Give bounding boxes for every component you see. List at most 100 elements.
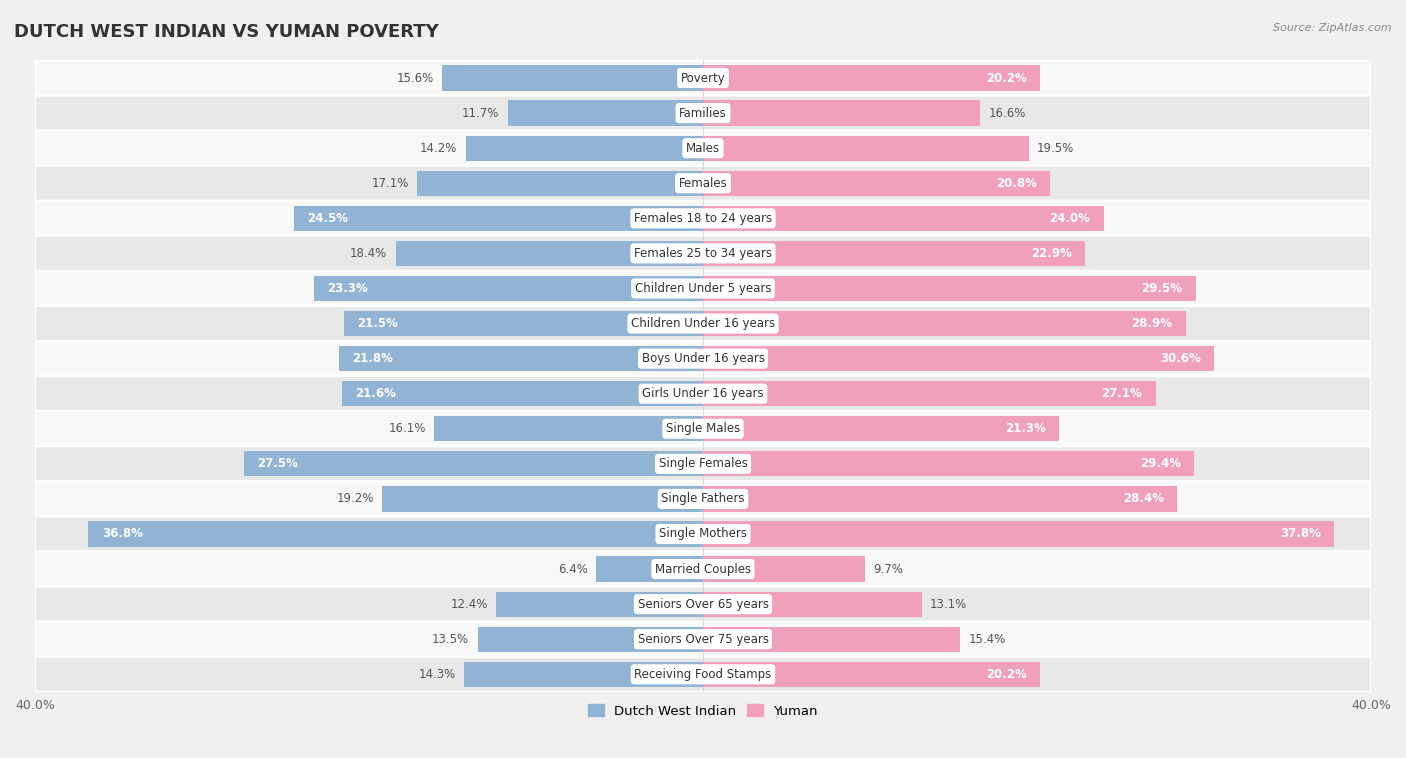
Bar <box>703 556 865 581</box>
Bar <box>703 136 1029 161</box>
Bar <box>478 627 703 652</box>
Bar <box>703 591 922 617</box>
Bar <box>243 451 703 477</box>
Text: 28.9%: 28.9% <box>1132 317 1173 330</box>
FancyBboxPatch shape <box>35 446 1371 481</box>
FancyBboxPatch shape <box>35 412 1371 446</box>
Text: 11.7%: 11.7% <box>461 107 499 120</box>
Text: 16.6%: 16.6% <box>988 107 1026 120</box>
Bar <box>703 627 960 652</box>
Text: Families: Families <box>679 107 727 120</box>
Text: Boys Under 16 years: Boys Under 16 years <box>641 352 765 365</box>
Bar <box>434 416 703 441</box>
Bar <box>339 346 703 371</box>
Text: Females: Females <box>679 177 727 190</box>
Bar <box>382 487 703 512</box>
Text: 14.3%: 14.3% <box>419 668 456 681</box>
Text: 27.1%: 27.1% <box>1101 387 1142 400</box>
Bar <box>703 522 1334 547</box>
Text: 21.5%: 21.5% <box>357 317 398 330</box>
Text: 17.1%: 17.1% <box>371 177 409 190</box>
Bar <box>703 65 1040 91</box>
FancyBboxPatch shape <box>35 236 1371 271</box>
Text: 20.2%: 20.2% <box>986 71 1026 85</box>
FancyBboxPatch shape <box>35 201 1371 236</box>
Bar <box>703 381 1156 406</box>
Text: Children Under 16 years: Children Under 16 years <box>631 317 775 330</box>
Text: 37.8%: 37.8% <box>1279 528 1322 540</box>
Bar <box>395 241 703 266</box>
FancyBboxPatch shape <box>35 271 1371 306</box>
Bar <box>314 276 703 301</box>
FancyBboxPatch shape <box>35 481 1371 516</box>
FancyBboxPatch shape <box>35 587 1371 622</box>
Text: Males: Males <box>686 142 720 155</box>
Text: 28.4%: 28.4% <box>1123 493 1164 506</box>
Bar <box>703 662 1040 687</box>
Text: 21.3%: 21.3% <box>1005 422 1046 435</box>
Text: 13.5%: 13.5% <box>432 633 470 646</box>
Text: Girls Under 16 years: Girls Under 16 years <box>643 387 763 400</box>
Text: 18.4%: 18.4% <box>350 247 387 260</box>
Text: 12.4%: 12.4% <box>450 597 488 611</box>
FancyBboxPatch shape <box>35 552 1371 587</box>
Text: Single Mothers: Single Mothers <box>659 528 747 540</box>
Bar <box>703 171 1050 196</box>
FancyBboxPatch shape <box>35 61 1371 96</box>
Bar <box>703 276 1195 301</box>
Text: 24.5%: 24.5% <box>307 211 349 225</box>
Text: DUTCH WEST INDIAN VS YUMAN POVERTY: DUTCH WEST INDIAN VS YUMAN POVERTY <box>14 23 439 41</box>
Text: 21.6%: 21.6% <box>356 387 396 400</box>
FancyBboxPatch shape <box>35 622 1371 656</box>
Legend: Dutch West Indian, Yuman: Dutch West Indian, Yuman <box>582 699 824 723</box>
Bar <box>342 381 703 406</box>
Text: 29.5%: 29.5% <box>1142 282 1182 295</box>
Text: 16.1%: 16.1% <box>388 422 426 435</box>
Text: Seniors Over 65 years: Seniors Over 65 years <box>637 597 769 611</box>
Bar <box>703 241 1085 266</box>
Text: 36.8%: 36.8% <box>101 528 143 540</box>
FancyBboxPatch shape <box>35 306 1371 341</box>
Bar <box>703 346 1213 371</box>
FancyBboxPatch shape <box>35 130 1371 166</box>
Text: 21.8%: 21.8% <box>353 352 394 365</box>
Bar <box>294 205 703 231</box>
Bar <box>89 522 703 547</box>
Text: Married Couples: Married Couples <box>655 562 751 575</box>
Text: 27.5%: 27.5% <box>257 457 298 471</box>
Bar <box>703 311 1185 336</box>
Text: Single Males: Single Males <box>666 422 740 435</box>
Text: 20.8%: 20.8% <box>997 177 1038 190</box>
Text: Poverty: Poverty <box>681 71 725 85</box>
Bar <box>703 416 1059 441</box>
Text: Seniors Over 75 years: Seniors Over 75 years <box>637 633 769 646</box>
FancyBboxPatch shape <box>35 656 1371 692</box>
Bar <box>703 205 1104 231</box>
Text: 9.7%: 9.7% <box>873 562 903 575</box>
Text: 14.2%: 14.2% <box>420 142 457 155</box>
Text: 20.2%: 20.2% <box>986 668 1026 681</box>
Bar <box>703 451 1194 477</box>
Text: 15.4%: 15.4% <box>969 633 1005 646</box>
Text: Females 18 to 24 years: Females 18 to 24 years <box>634 211 772 225</box>
Text: 24.0%: 24.0% <box>1050 211 1091 225</box>
FancyBboxPatch shape <box>35 341 1371 376</box>
FancyBboxPatch shape <box>35 516 1371 552</box>
FancyBboxPatch shape <box>35 166 1371 201</box>
Bar <box>703 101 980 126</box>
Bar <box>508 101 703 126</box>
Text: 13.1%: 13.1% <box>931 597 967 611</box>
Text: 19.2%: 19.2% <box>336 493 374 506</box>
Text: Children Under 5 years: Children Under 5 years <box>634 282 772 295</box>
Bar <box>465 136 703 161</box>
Bar <box>596 556 703 581</box>
Text: 29.4%: 29.4% <box>1140 457 1181 471</box>
Text: 6.4%: 6.4% <box>558 562 588 575</box>
Bar <box>418 171 703 196</box>
Text: 23.3%: 23.3% <box>328 282 368 295</box>
Bar <box>344 311 703 336</box>
Text: 19.5%: 19.5% <box>1038 142 1074 155</box>
Text: 22.9%: 22.9% <box>1031 247 1073 260</box>
Bar <box>496 591 703 617</box>
Bar <box>464 662 703 687</box>
